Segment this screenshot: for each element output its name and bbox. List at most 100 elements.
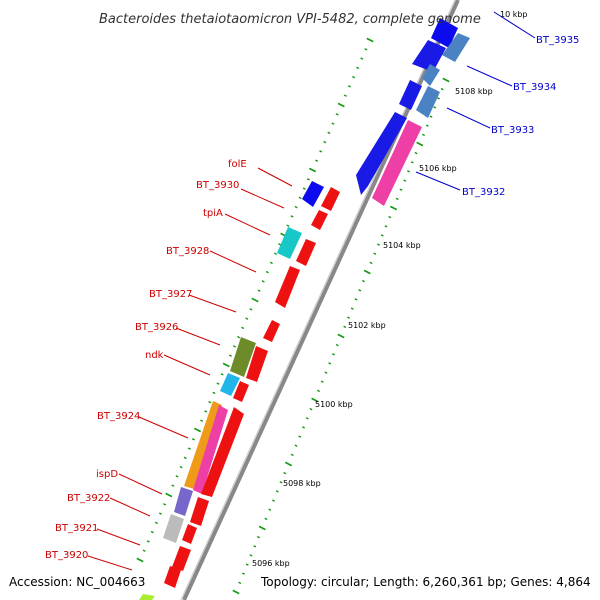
tick-mark xyxy=(150,530,154,534)
gene-label-ispd[interactable]: ispD xyxy=(96,469,118,480)
tick-mark xyxy=(421,133,426,137)
tick-track xyxy=(136,37,450,595)
gene-bt3924-block[interactable] xyxy=(184,401,244,497)
ruler-label-5108kbp: 5108 kbp xyxy=(455,87,493,96)
tick-mark xyxy=(200,419,204,422)
tick-mark xyxy=(346,316,351,319)
tick-mark xyxy=(328,362,332,365)
gene-bt3933-block[interactable] xyxy=(399,80,440,118)
tick-mark xyxy=(369,261,373,265)
tick-mark xyxy=(361,279,366,283)
gene-label-bt3932[interactable]: BT_3932 xyxy=(462,187,505,198)
gene-label-bt3920[interactable]: BT_3920 xyxy=(45,550,88,561)
gene-lime-block[interactable] xyxy=(139,594,155,600)
tick-mark xyxy=(238,581,242,585)
tick-mark xyxy=(360,57,364,60)
tick-mark xyxy=(331,353,336,356)
gene-label-bt3933[interactable]: BT_3933 xyxy=(491,125,534,136)
tick-mark xyxy=(343,325,347,329)
gene-bt3920-block[interactable] xyxy=(164,546,191,588)
gene-label-bt3935[interactable]: BT_3935 xyxy=(536,35,579,46)
gene-bt3934-block[interactable] xyxy=(412,40,446,86)
gene-label-fole[interactable]: folE xyxy=(228,159,247,170)
gene-label-bt3930[interactable]: BT_3930 xyxy=(196,180,239,191)
gene-label-bt3924[interactable]: BT_3924 xyxy=(97,411,140,422)
right-leaders xyxy=(415,11,536,191)
tick-mark xyxy=(228,354,232,357)
tick-mark xyxy=(257,289,261,292)
tick-mark xyxy=(308,167,317,173)
gene-tpia-block[interactable] xyxy=(277,227,302,259)
tick-mark xyxy=(315,159,319,162)
ruler-label-5100kbp: 5100 kbp xyxy=(315,400,353,409)
tick-mark xyxy=(305,417,309,420)
ruler-label-5098kbp: 5098 kbp xyxy=(283,479,321,488)
gene-bt3930-block[interactable] xyxy=(311,187,340,230)
tick-mark xyxy=(256,535,261,539)
tick-mark xyxy=(163,503,167,506)
gene-fole-block[interactable] xyxy=(302,181,324,207)
gene-bt3935-block[interactable] xyxy=(431,18,470,62)
ruler-label-5096kbp: 5096 kbp xyxy=(252,559,290,568)
tick-mark xyxy=(331,122,335,125)
tick-mark xyxy=(245,317,249,320)
tick-mark xyxy=(146,540,150,543)
left-gene-labels: folE BT_3930 tpiA BT_3928 BT_3927 BT_392… xyxy=(45,159,247,561)
gene-ndk-block[interactable] xyxy=(220,373,240,396)
tick-mark xyxy=(245,563,249,566)
tick-mark xyxy=(175,475,179,478)
tick-mark xyxy=(343,94,347,97)
tick-mark xyxy=(294,444,298,447)
ruler-label-5104kbp: 5104 kbp xyxy=(383,241,421,250)
tick-mark xyxy=(268,508,272,511)
gene-label-bt3928[interactable]: BT_3928 xyxy=(166,246,209,257)
tick-mark xyxy=(241,326,245,330)
gene-label-bt3922[interactable]: BT_3922 xyxy=(67,493,110,504)
tick-mark xyxy=(364,48,368,51)
tick-mark xyxy=(410,161,414,164)
gene-label-bt3921[interactable]: BT_3921 xyxy=(55,523,98,534)
tick-mark xyxy=(403,179,407,182)
gene-ispd-block[interactable] xyxy=(174,487,193,516)
topology-text: Topology: circular; Length: 6,260,361 bp… xyxy=(260,575,591,589)
gene-bt3927-block[interactable] xyxy=(275,266,300,308)
tick-mark xyxy=(136,557,144,563)
gene-bt3926-red-block[interactable] xyxy=(263,320,280,342)
tick-mark xyxy=(373,252,377,255)
tick-mark xyxy=(406,170,411,173)
gene-bt3924-red-small[interactable] xyxy=(233,381,249,402)
tick-mark xyxy=(416,141,424,147)
tick-mark xyxy=(337,333,345,339)
tick-mark xyxy=(376,243,381,246)
tick-mark xyxy=(298,196,302,200)
gene-bt3932-block[interactable] xyxy=(356,112,422,206)
tick-mark xyxy=(319,150,323,153)
tick-mark xyxy=(241,572,246,575)
tick-mark xyxy=(220,373,224,376)
gene-bt3928-block[interactable] xyxy=(296,239,316,266)
tick-mark xyxy=(208,400,212,404)
tick-mark xyxy=(286,224,290,227)
gene-bt3926-block[interactable] xyxy=(230,337,256,377)
ruler: 10 kbp 5108 kbp 5106 kbp 5104 kbp 5102 k… xyxy=(252,10,528,568)
gene-label-tpia[interactable]: tpiA xyxy=(203,208,223,219)
gene-bt3921-block[interactable] xyxy=(182,497,209,544)
tick-mark xyxy=(350,307,354,310)
gene-bt3922-block[interactable] xyxy=(163,514,184,543)
tick-mark xyxy=(358,289,362,292)
gene-label-ndk[interactable]: ndk xyxy=(145,350,164,361)
tick-mark xyxy=(191,438,195,441)
tick-mark xyxy=(222,362,230,368)
tick-mark xyxy=(414,151,418,155)
tick-mark xyxy=(354,298,358,301)
tick-mark xyxy=(366,37,374,43)
tick-mark xyxy=(283,471,287,475)
gene-label-bt3934[interactable]: BT_3934 xyxy=(513,82,556,93)
gene-ndk-red-block[interactable] xyxy=(246,346,268,382)
tick-mark xyxy=(290,453,294,457)
tick-mark xyxy=(294,205,298,209)
gene-label-bt3926[interactable]: BT_3926 xyxy=(135,322,178,333)
tick-mark xyxy=(264,517,268,521)
tick-mark xyxy=(158,512,163,515)
gene-label-bt3927[interactable]: BT_3927 xyxy=(149,289,192,300)
